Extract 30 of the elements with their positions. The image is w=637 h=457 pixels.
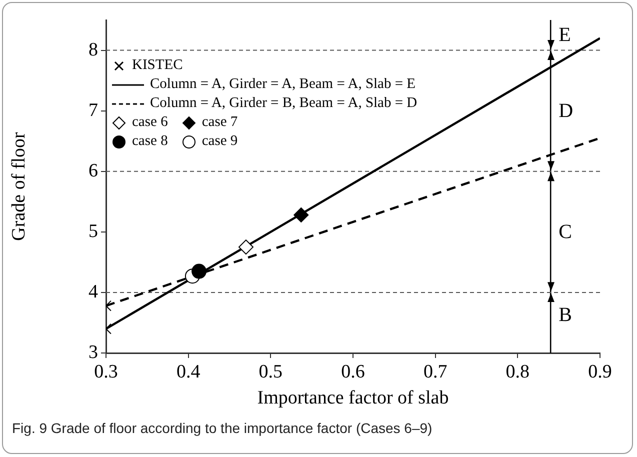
- x-tick-label: 0.3: [94, 361, 118, 382]
- legend-label: case 6: [132, 113, 168, 132]
- x-tick-label: 0.8: [506, 361, 530, 382]
- y-tick-label: 7: [88, 100, 98, 121]
- x-tick-label: 0.4: [176, 361, 201, 382]
- legend-label: case 7: [202, 113, 238, 132]
- legend-label: case 9: [202, 132, 238, 151]
- legend-label: Column = A, Girder = A, Beam = A, Slab = E: [150, 75, 416, 94]
- caption: Fig. 9 Grade of floor according to the importance factor (Cases 6–9): [12, 420, 432, 436]
- legend-label: case 8: [132, 132, 168, 151]
- y-tick-label: 5: [88, 220, 98, 242]
- y-tick-label: 4: [88, 281, 98, 302]
- annotation: E: [558, 23, 571, 48]
- x-tick-label: 0.7: [423, 361, 448, 382]
- point: [192, 264, 207, 279]
- legend-label: Column = A, Girder = B, Beam = A, Slab = D: [150, 94, 418, 113]
- annotation: B: [558, 303, 572, 328]
- x-axis-title: Importance factor of slab: [257, 388, 449, 409]
- y-tick-label: 3: [88, 342, 98, 363]
- x-tick-label: 0.6: [341, 361, 365, 382]
- annotation: D: [558, 98, 574, 123]
- y-axis-title: Grade of floor: [8, 131, 30, 241]
- legend-label: KISTEC: [132, 56, 183, 75]
- point: [238, 240, 254, 255]
- y-tick-label: 8: [88, 39, 98, 60]
- x-tick-label: 0.5: [258, 361, 283, 382]
- annotation: C: [558, 220, 572, 244]
- point: [294, 207, 309, 222]
- x-tick-label: 0.9: [588, 361, 612, 382]
- y-tick-label: 6: [88, 160, 98, 182]
